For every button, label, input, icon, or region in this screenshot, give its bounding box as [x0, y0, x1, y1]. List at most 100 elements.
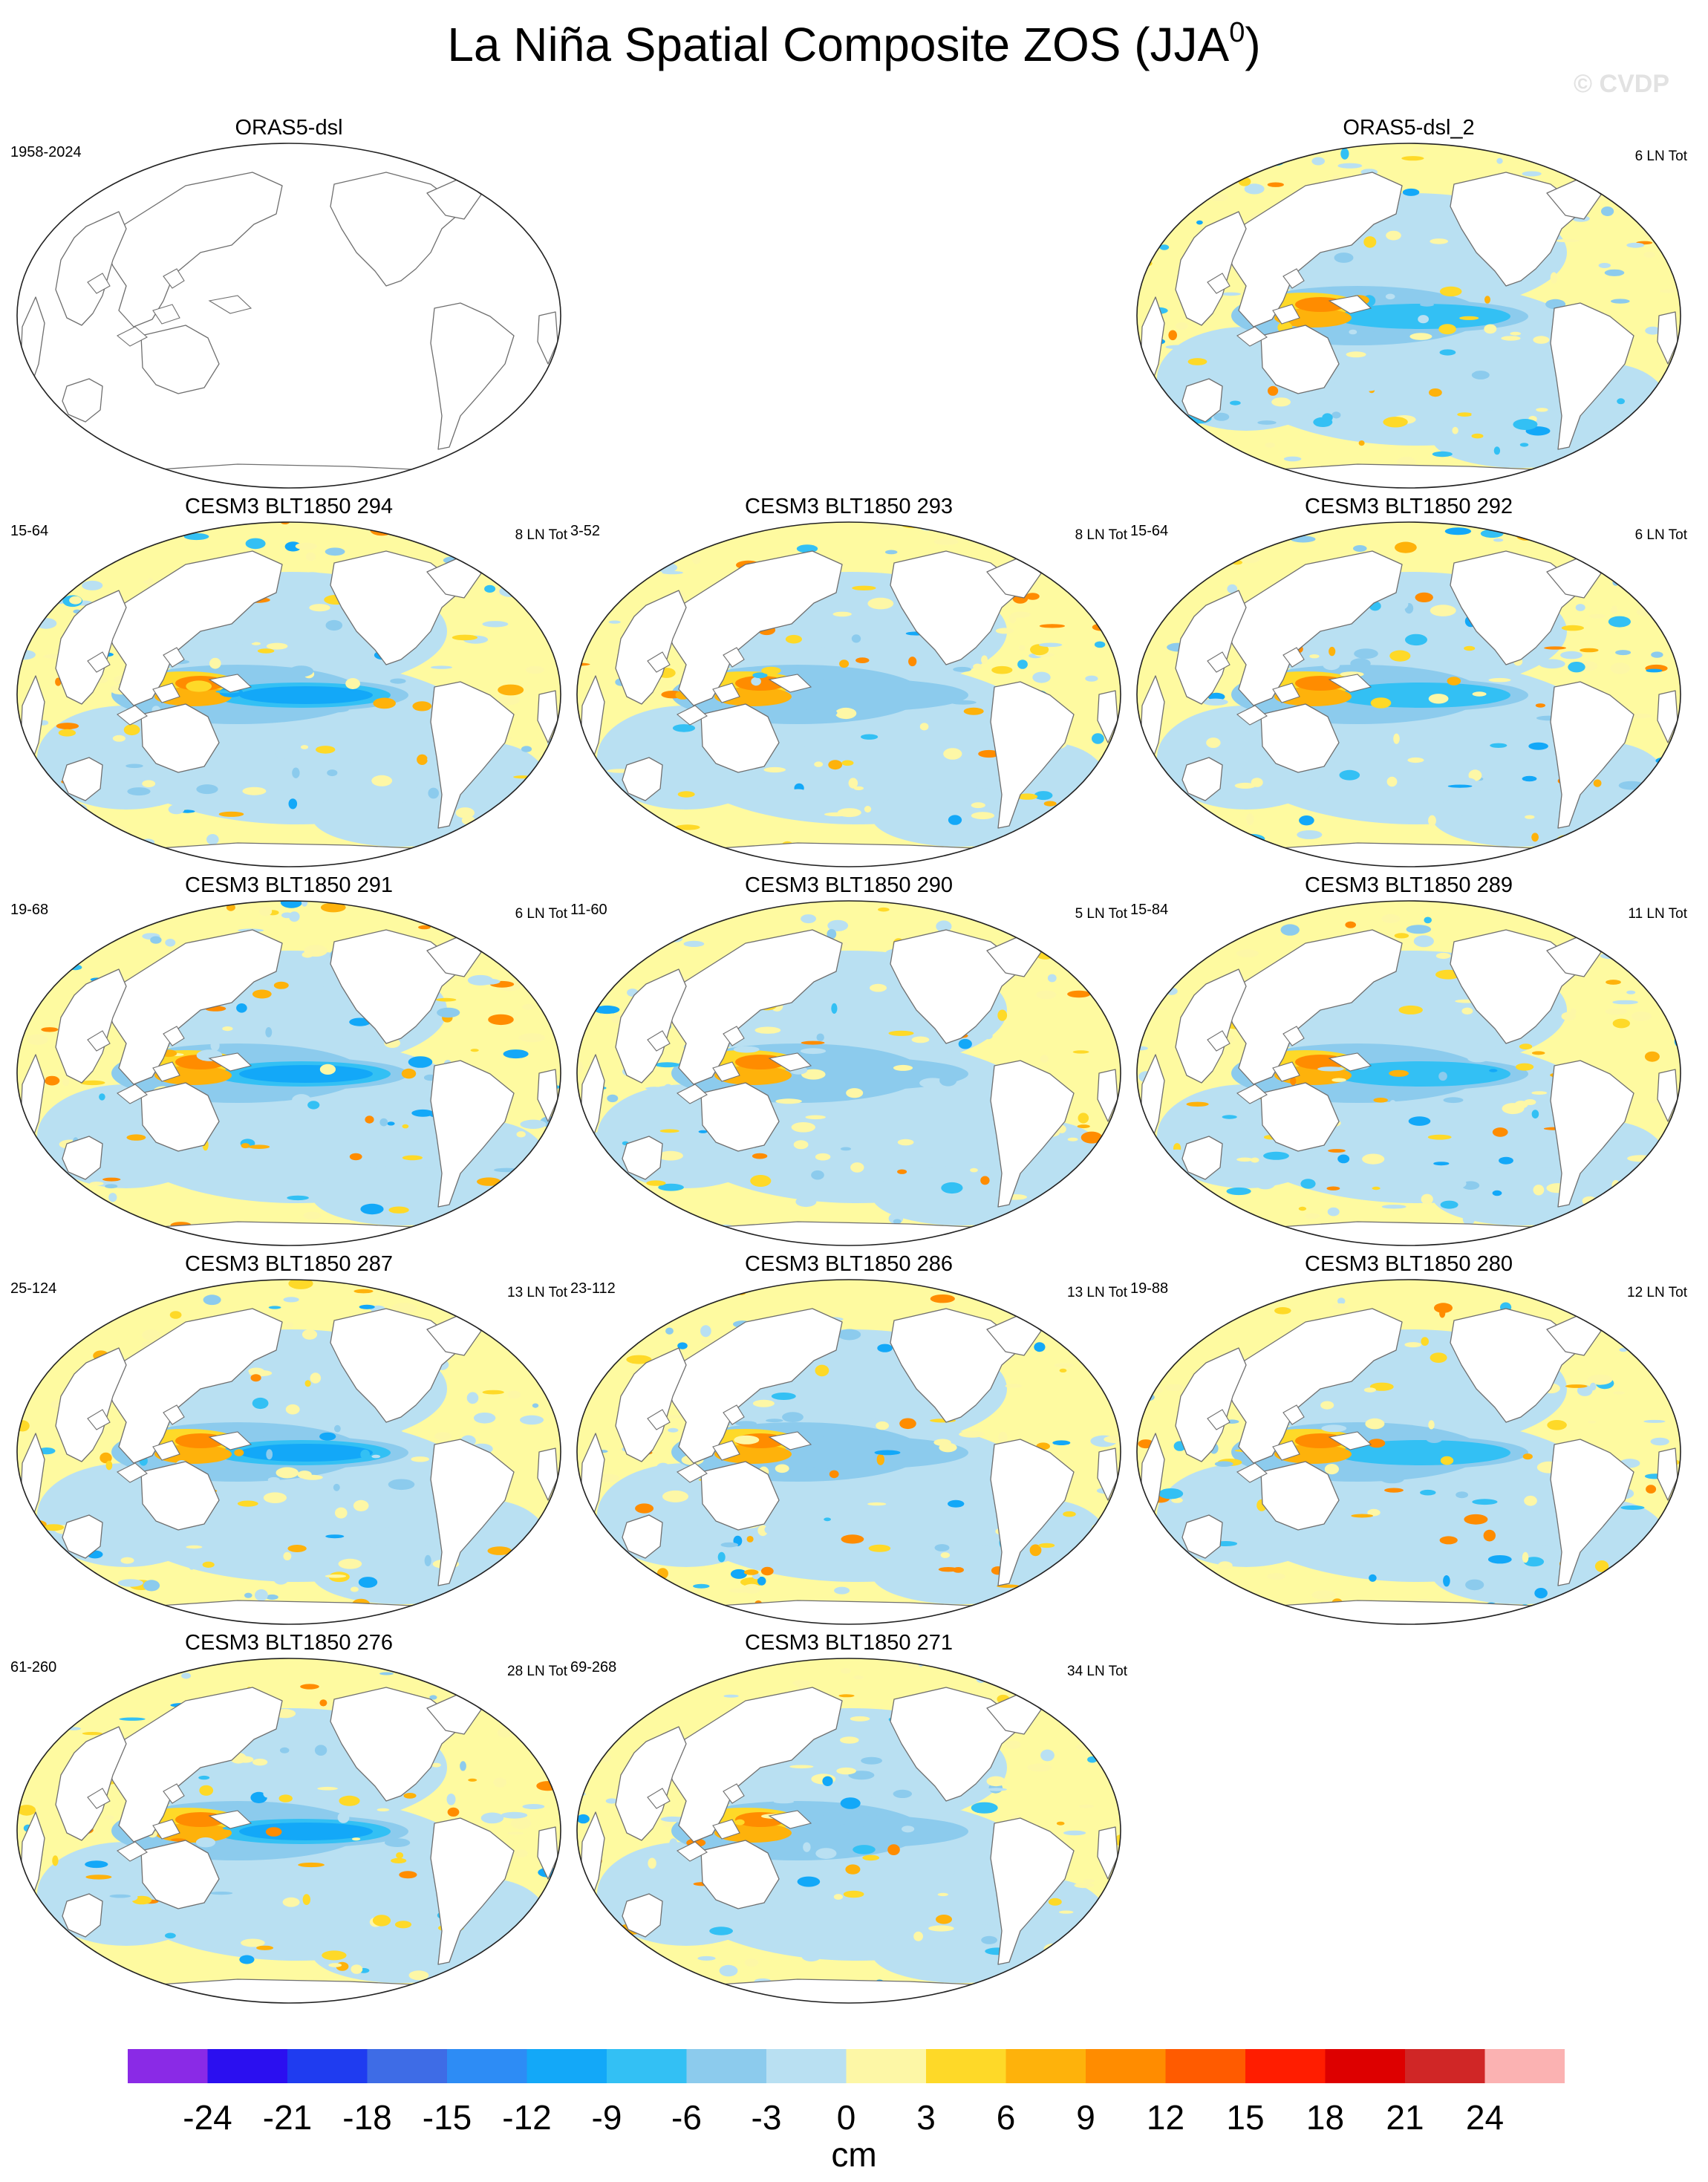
anomaly-speckle [1617, 398, 1625, 405]
anomaly-speckle [864, 806, 872, 812]
anomaly-speckle [861, 734, 879, 740]
anomaly-speckle [775, 1098, 802, 1104]
anomaly-speckle [1297, 830, 1323, 839]
anomaly-speckle [294, 1750, 304, 1756]
anomaly-speckle [1038, 928, 1051, 932]
anomaly-speckle [1644, 1051, 1660, 1062]
anomaly-speckle [1171, 1497, 1183, 1503]
world-map [16, 1279, 561, 1625]
land-mass [1550, 1060, 1634, 1208]
anomaly-speckle [1034, 791, 1053, 801]
world-map [576, 900, 1121, 1246]
anomaly-speckle [1547, 1420, 1567, 1430]
anomaly-speckle [1234, 782, 1256, 789]
anomaly-speckle [1084, 971, 1095, 978]
anomaly-speckle [48, 1938, 59, 1941]
land-mass [1546, 935, 1602, 977]
anomaly-speckle [1226, 1187, 1251, 1196]
anomaly-speckle [431, 1762, 441, 1768]
anomaly-speckle [345, 678, 360, 689]
anomaly-speckle [841, 1713, 869, 1718]
anomaly-speckle [292, 767, 300, 778]
anomaly-speckle [867, 597, 894, 610]
anomaly-speckle [588, 937, 599, 945]
anomaly-speckle [1012, 1596, 1037, 1607]
anomaly-speckle [126, 763, 143, 769]
anomaly-speckle [266, 1594, 278, 1600]
island [1272, 304, 1300, 325]
anomaly-speckle [1471, 410, 1492, 420]
anomaly-speckle [657, 1202, 682, 1211]
anomaly-speckle [517, 969, 536, 975]
anomaly-speckle [247, 997, 262, 1002]
anomaly-speckle [1375, 272, 1395, 284]
land-mass [537, 690, 558, 743]
anomaly-speckle [1604, 269, 1625, 276]
anomaly-speckle [75, 1974, 100, 1987]
anomaly-speckle [897, 1169, 907, 1174]
anomaly-speckle [1008, 613, 1017, 624]
colorbar-swatch [607, 2049, 687, 2083]
anomaly-speckle [1059, 817, 1075, 821]
anomaly-speckle [843, 1890, 864, 1898]
anomaly-speckle [884, 1406, 899, 1410]
anomaly-speckle [672, 1280, 688, 1284]
anomaly-speckle [1059, 1368, 1067, 1372]
anomaly-speckle [1038, 642, 1063, 648]
anomaly-speckle [385, 1052, 404, 1060]
anomaly-speckle [1661, 798, 1680, 802]
anomaly-speckle [480, 1812, 504, 1824]
anomaly-speckle [1103, 1535, 1112, 1546]
colorbar-swatch [527, 2049, 607, 2083]
anomaly-speckle [971, 1949, 985, 1958]
anomaly-speckle [274, 1781, 299, 1788]
anomaly-speckle [841, 760, 854, 766]
anomaly-speckle [838, 1823, 864, 1833]
anomaly-speckle [803, 1842, 811, 1852]
anomaly-speckle [800, 1048, 827, 1055]
anomaly-speckle [870, 983, 887, 992]
anomaly-speckle [183, 533, 209, 541]
island [208, 295, 252, 314]
anomaly-speckle [1443, 1097, 1464, 1104]
land-mass [700, 1840, 780, 1909]
panel-years: 15-64 [10, 523, 49, 539]
anomaly-speckle [1493, 538, 1504, 542]
colorbar-swatch [1245, 2049, 1326, 2083]
anomaly-speckle [811, 1170, 824, 1180]
anomaly-speckle [835, 707, 857, 720]
map-panel: CESM3 BLT1850 293 3-52 8 LN Tot [570, 496, 1127, 871]
anomaly-speckle [1005, 922, 1014, 931]
anomaly-speckle [241, 1143, 250, 1149]
anomaly-speckle [613, 827, 639, 836]
anomaly-speckle [605, 846, 630, 851]
anomaly-speckle [341, 1038, 362, 1042]
anomaly-speckle [1424, 916, 1432, 924]
anomaly-speckle [273, 1574, 288, 1585]
anomaly-speckle [1620, 541, 1637, 547]
anomaly-speckle [482, 1390, 504, 1395]
anomaly-speckle [394, 802, 418, 810]
anomaly-speckle [1406, 925, 1432, 934]
anomaly-speckle [1531, 833, 1539, 842]
anomaly-speckle [1026, 853, 1053, 857]
anomaly-speckle [388, 1479, 415, 1491]
anomaly-speckle [1643, 1419, 1666, 1423]
anomaly-speckle [919, 723, 929, 731]
anomaly-speckle [577, 1967, 580, 1973]
anomaly-speckle [1542, 855, 1559, 862]
anomaly-speckle [1657, 1150, 1673, 1157]
anomaly-speckle [1337, 163, 1363, 169]
anomaly-speckle [1627, 1166, 1650, 1172]
anomaly-speckle [78, 745, 105, 757]
anomaly-speckle [461, 1217, 477, 1222]
anomaly-speckle [1643, 251, 1655, 258]
anomaly-region-negative [1432, 1545, 1610, 1604]
figure-title: La Niña Spatial Composite ZOS (JJA0) [0, 16, 1708, 74]
anomaly-speckle [954, 1664, 977, 1669]
land-mass [890, 929, 1025, 1044]
anomaly-speckle [723, 1694, 739, 1698]
anomaly-speckle [598, 545, 616, 557]
land-mass [986, 1314, 1042, 1356]
anomaly-speckle [41, 1283, 53, 1289]
